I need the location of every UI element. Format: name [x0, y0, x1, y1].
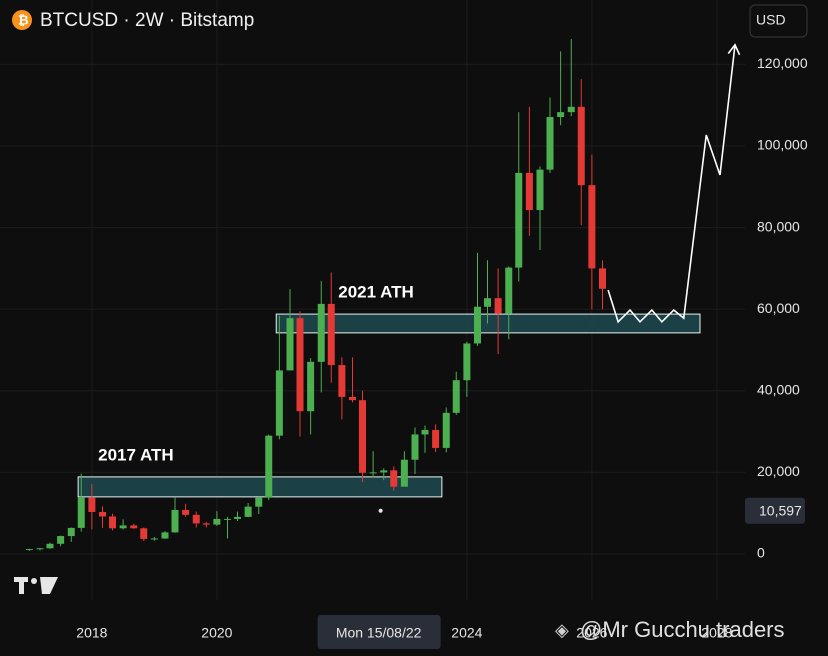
- tv-logo-part: [19, 577, 24, 594]
- candle-body: [224, 518, 231, 520]
- candle-body: [67, 527, 75, 537]
- candle-body: [400, 459, 408, 487]
- y-tick-label: 40,000: [757, 382, 800, 398]
- candle-body: [275, 370, 283, 436]
- candle-body: [57, 536, 65, 544]
- candle-body: [484, 298, 491, 307]
- x-tick-label: 2028: [701, 625, 732, 641]
- candle-body: [494, 298, 502, 314]
- candle-body: [213, 518, 221, 525]
- date-label-box: [317, 615, 441, 649]
- candle-body: [46, 543, 54, 549]
- candle-body: [192, 514, 200, 524]
- candle-body: [452, 380, 460, 413]
- candle-body: [338, 365, 346, 397]
- candle-body: [432, 429, 440, 448]
- projection-line: [607, 44, 736, 324]
- watermark: @Mr Gucchu traders: [580, 617, 785, 642]
- x-tick-label: 2018: [76, 625, 107, 641]
- zone: [77, 476, 443, 498]
- candle-body: [546, 117, 554, 170]
- candle-body: [369, 472, 377, 474]
- candle-body: [390, 470, 398, 487]
- candle-body: [234, 516, 241, 519]
- candle-body: [421, 429, 429, 435]
- price-label: 10,597: [759, 502, 802, 518]
- candle-body: [286, 318, 294, 371]
- currency-button[interactable]: [749, 4, 808, 38]
- candle-body: [411, 434, 419, 460]
- y-tick-label: 120,000: [757, 55, 808, 71]
- candle-body: [525, 172, 533, 211]
- x-tick-label: 2020: [201, 625, 232, 641]
- candle-body: [515, 172, 523, 268]
- zone-label: 2021 ATH: [338, 283, 414, 302]
- candle-body: [119, 525, 127, 529]
- candle-body: [244, 506, 252, 517]
- projection-arrowhead: [727, 43, 741, 56]
- zone-label: 2017 ATH: [98, 445, 174, 464]
- tv-logo: [14, 577, 58, 594]
- candle-body: [588, 185, 596, 269]
- crosshair-dot: [378, 508, 383, 513]
- y-tick-label: 80,000: [757, 218, 800, 234]
- candle-body: [296, 318, 304, 412]
- zone: [275, 313, 701, 334]
- candle-body: [88, 497, 96, 512]
- candle-body: [380, 470, 388, 473]
- candle-body: [182, 509, 190, 515]
- btc-icon: [12, 10, 32, 30]
- candle-body: [202, 523, 210, 525]
- y-tick-label: 100,000: [757, 137, 808, 153]
- currency-label: USD: [756, 12, 786, 28]
- candle-body: [317, 303, 325, 362]
- candle-body: [474, 306, 481, 344]
- candle-body: [171, 509, 179, 533]
- candle-body: [255, 497, 263, 507]
- candle-body: [109, 516, 116, 529]
- candle-body: [307, 361, 315, 412]
- y-tick-label: 20,000: [757, 463, 800, 479]
- candle-body: [161, 532, 169, 539]
- candle-body: [77, 497, 85, 528]
- tv-logo-part: [31, 578, 37, 584]
- candle-body: [577, 106, 585, 186]
- candle-body: [505, 267, 513, 314]
- btc-icon-glyph: ₿: [18, 12, 29, 27]
- candle-body: [265, 435, 273, 498]
- candle-body: [99, 511, 106, 517]
- candle-body: [536, 169, 544, 211]
- x-tick-label: 2024: [451, 625, 482, 641]
- candle-body: [359, 400, 366, 473]
- candle-body: [463, 343, 471, 381]
- candle-body: [25, 549, 33, 551]
- candle-body: [557, 112, 565, 118]
- candle-body: [130, 525, 138, 529]
- candle-body: [567, 106, 575, 113]
- candle-body: [140, 528, 148, 539]
- candle-body: [599, 268, 606, 289]
- x-tick-label: 2026: [576, 625, 607, 641]
- date-label: Mon 15/08/22: [336, 625, 422, 641]
- candle-body: [36, 548, 44, 550]
- candle-body: [150, 538, 158, 540]
- plot-layer: 2018 2020 2024 2026 2028 0 20,000 40,000 60,000 8…: [0, 0, 808, 649]
- chart-title: BTCUSD · 2W · Bitstamp: [40, 10, 254, 31]
- candle-body: [442, 412, 450, 448]
- candle-body: [327, 303, 335, 366]
- y-tick-label: 60,000: [757, 300, 800, 316]
- price-label-box: [745, 497, 805, 524]
- binance-icon: ◈: [555, 620, 569, 640]
- candle-body: [349, 396, 356, 401]
- y-tick-label: 0: [757, 545, 765, 561]
- tv-logo-part: [40, 577, 58, 594]
